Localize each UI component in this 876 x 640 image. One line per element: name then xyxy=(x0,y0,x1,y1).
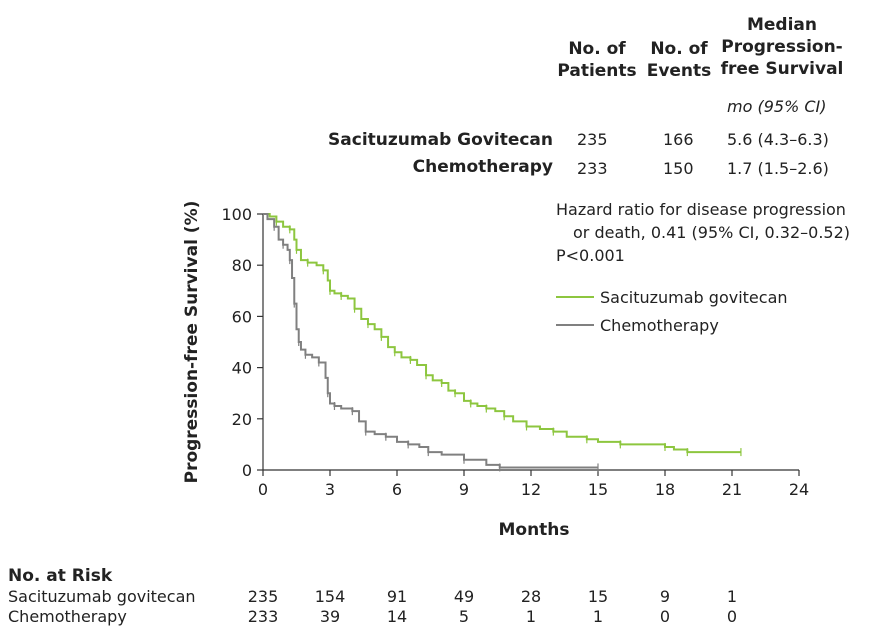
header-median-line2: Progression- xyxy=(721,37,843,57)
risk-value: 91 xyxy=(386,587,408,606)
risk-value: 0 xyxy=(659,607,671,626)
header-patients-line1: No. of xyxy=(568,39,626,59)
risk-value: 233 xyxy=(247,607,279,626)
legend: Sacituzumab govitecan Chemotherapy xyxy=(556,288,788,335)
risk-label-sg: Sacituzumab govitecan xyxy=(8,587,196,606)
series-chemo-legend-label: Chemotherapy xyxy=(600,316,719,335)
series-chemo-line xyxy=(263,213,598,469)
series-sg-legend-label: Sacituzumab govitecan xyxy=(600,288,788,307)
x-tick-label: 12 xyxy=(521,480,541,499)
ticks: 0 3 6 9 12 15 18 21 24 0 20 40 60 80 100 xyxy=(221,205,809,499)
risk-value: 14 xyxy=(386,607,408,626)
risk-value: 0 xyxy=(726,607,738,626)
y-tick-label: 80 xyxy=(232,256,252,275)
risk-value: 39 xyxy=(319,607,341,626)
series-sg-line xyxy=(263,213,741,454)
risk-value: 1 xyxy=(726,587,738,606)
y-tick-label: 100 xyxy=(221,205,252,224)
row-median-chemo: 1.7 (1.5–2.6) xyxy=(727,159,829,178)
row-label-sg: Sacituzumab Govitecan xyxy=(328,130,553,150)
risk-value: 9 xyxy=(659,587,671,606)
y-tick-label: 0 xyxy=(242,461,252,480)
header-patients: No. of Patients xyxy=(556,38,638,82)
risk-value: 28 xyxy=(520,587,542,606)
series xyxy=(263,213,742,472)
risk-value: 49 xyxy=(453,587,475,606)
x-tick-label: 6 xyxy=(392,480,402,499)
risk-value: 1 xyxy=(592,607,604,626)
header-median-line1: Median xyxy=(746,15,818,35)
y-tick-label: 20 xyxy=(232,410,252,429)
row-events-sg: 166 xyxy=(663,130,694,149)
row-patients-sg: 235 xyxy=(577,130,608,149)
risk-value: 154 xyxy=(314,587,346,606)
risk-value: 15 xyxy=(587,587,609,606)
risk-label-chemo: Chemotherapy xyxy=(8,607,127,626)
hr-line1: Hazard ratio for disease progression xyxy=(556,200,846,219)
y-tick-label: 60 xyxy=(232,307,252,326)
median-unit: mo (95% CI) xyxy=(727,97,827,116)
x-tick-label: 15 xyxy=(588,480,608,499)
header-events: No. of Events xyxy=(642,38,716,82)
axes xyxy=(262,214,799,471)
y-tick-label: 40 xyxy=(232,359,252,378)
x-tick-label: 0 xyxy=(258,480,268,499)
header-patients-line2: Patients xyxy=(557,61,637,81)
x-tick-label: 9 xyxy=(459,480,469,499)
row-events-chemo: 150 xyxy=(663,159,694,178)
x-tick-label: 18 xyxy=(655,480,675,499)
header-median: Median Progression- free Survival xyxy=(716,14,848,80)
p-value: P<0.001 xyxy=(556,246,625,265)
x-tick-label: 24 xyxy=(789,480,809,499)
hr-line2: or death, 0.41 (95% CI, 0.32–0.52) xyxy=(573,223,850,242)
row-median-sg: 5.6 (4.3–6.3) xyxy=(727,130,829,149)
header-events-line2: Events xyxy=(646,61,712,81)
row-patients-chemo: 233 xyxy=(577,159,608,178)
x-axis-label: Months xyxy=(498,520,569,540)
header-events-line1: No. of xyxy=(650,39,708,59)
row-label-chemo: Chemotherapy xyxy=(412,157,553,177)
header-median-line3: free Survival xyxy=(720,59,844,79)
x-tick-label: 3 xyxy=(325,480,335,499)
risk-value: 1 xyxy=(525,607,537,626)
risk-title: No. at Risk xyxy=(8,566,113,586)
risk-value: 5 xyxy=(458,607,470,626)
risk-value: 235 xyxy=(247,587,279,606)
y-axis-label: Progression-free Survival (%) xyxy=(182,201,202,484)
x-tick-label: 21 xyxy=(722,480,742,499)
